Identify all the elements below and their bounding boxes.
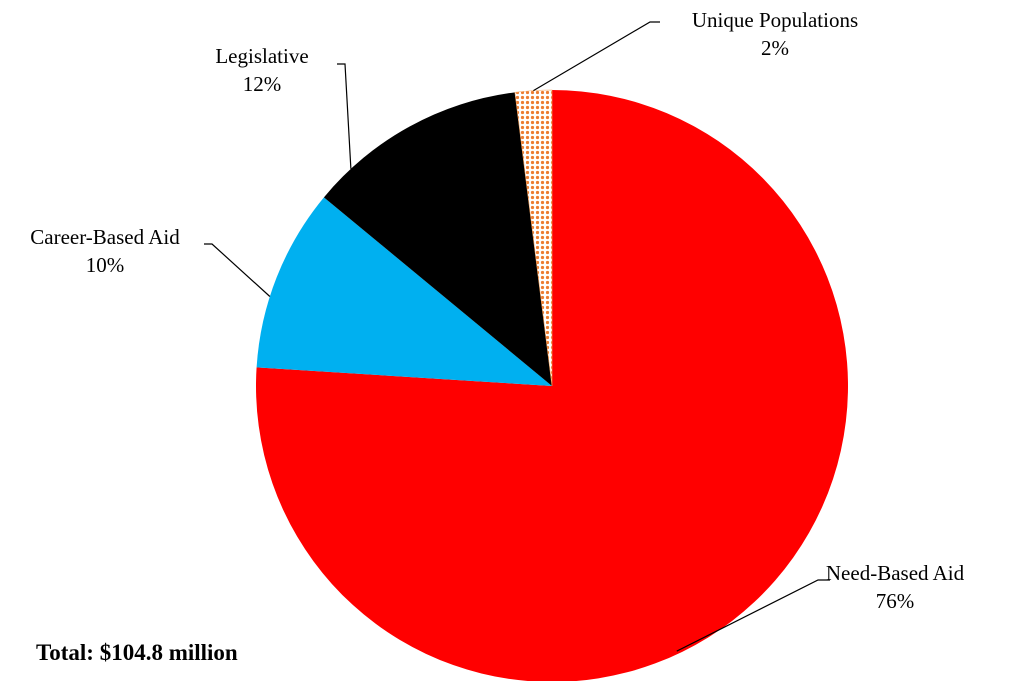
pie-slice-legislative	[323, 92, 552, 386]
pie-slice-career-based-aid	[256, 197, 552, 386]
leader-lines	[204, 21, 830, 652]
slice-label-legislative: Legislative	[215, 44, 308, 68]
slice-label-career-based-aid: Career-Based Aid	[30, 225, 180, 249]
pie-slice-need-based-aid	[256, 90, 848, 681]
slice-labels: Need-Based Aid 76% Career-Based Aid 10% Legi…	[30, 8, 964, 613]
slice-percent-legislative: 12%	[243, 72, 282, 96]
leader-line-career-based-aid	[204, 243, 271, 297]
leader-line-unique-populations	[533, 21, 660, 92]
leader-line-legislative	[337, 63, 352, 169]
leader-line-need-based-aid	[676, 579, 830, 652]
slice-percent-need-based-aid: 76%	[876, 589, 915, 613]
slice-percent-career-based-aid: 10%	[86, 253, 125, 277]
total-annotation: Total: $104.8 million	[36, 640, 238, 665]
pie-slice-unique-populations	[514, 89, 553, 387]
slice-label-unique-populations: Unique Populations	[692, 8, 858, 32]
slice-label-need-based-aid: Need-Based Aid	[826, 561, 965, 585]
pie-slices	[256, 89, 848, 681]
slice-percent-unique-populations: 2%	[761, 36, 789, 60]
